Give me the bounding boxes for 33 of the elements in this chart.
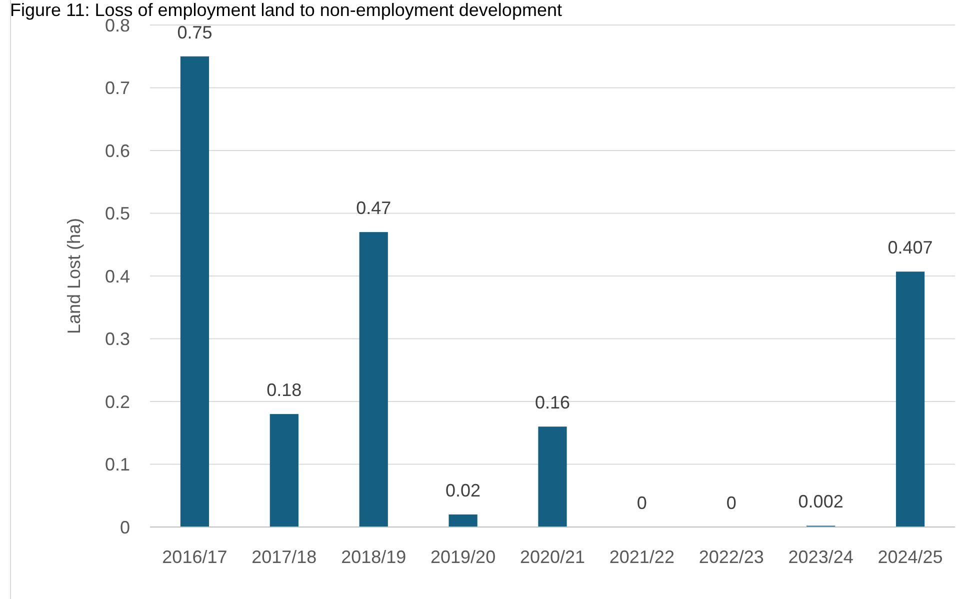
y-tick-label: 0 (120, 517, 130, 538)
x-tick-label: 2024/25 (878, 547, 943, 567)
y-axis-title: Land Lost (ha) (64, 218, 84, 334)
data-label: 0.18 (266, 380, 302, 400)
bar (448, 514, 478, 527)
y-tick-label: 0.2 (104, 392, 130, 412)
data-label: 0 (726, 493, 736, 513)
y-tick-label: 0.3 (104, 329, 130, 350)
y-tick-label: 0.5 (104, 204, 130, 224)
y-tick-label: 0.4 (104, 266, 130, 286)
data-label: 0 (636, 493, 647, 513)
data-label: 0.02 (446, 480, 481, 500)
x-tick-label: 2019/20 (430, 547, 496, 567)
data-label: 0.75 (177, 22, 212, 42)
y-tick-label: 0.6 (104, 140, 130, 161)
x-tick-label: 2016/17 (162, 547, 228, 567)
data-label: 0.47 (356, 198, 392, 218)
x-tick-label: 2018/19 (341, 547, 406, 567)
y-tick-label: 0.7 (104, 78, 130, 98)
y-tick-label: 0.1 (104, 454, 130, 475)
bar (270, 414, 298, 527)
x-tick-label: 2021/22 (609, 547, 674, 567)
x-tick-label: 2020/21 (520, 547, 586, 567)
data-label: 0.407 (888, 238, 933, 258)
bar (538, 426, 567, 527)
x-tick-label: 2023/24 (788, 547, 854, 567)
data-label: 0.002 (798, 492, 844, 512)
data-label: 0.16 (534, 392, 570, 413)
x-tick-label: 2022/23 (698, 547, 764, 567)
bar (180, 56, 210, 527)
bar (896, 272, 925, 527)
bar (359, 232, 388, 527)
x-tick-label: 2017/18 (252, 547, 317, 567)
